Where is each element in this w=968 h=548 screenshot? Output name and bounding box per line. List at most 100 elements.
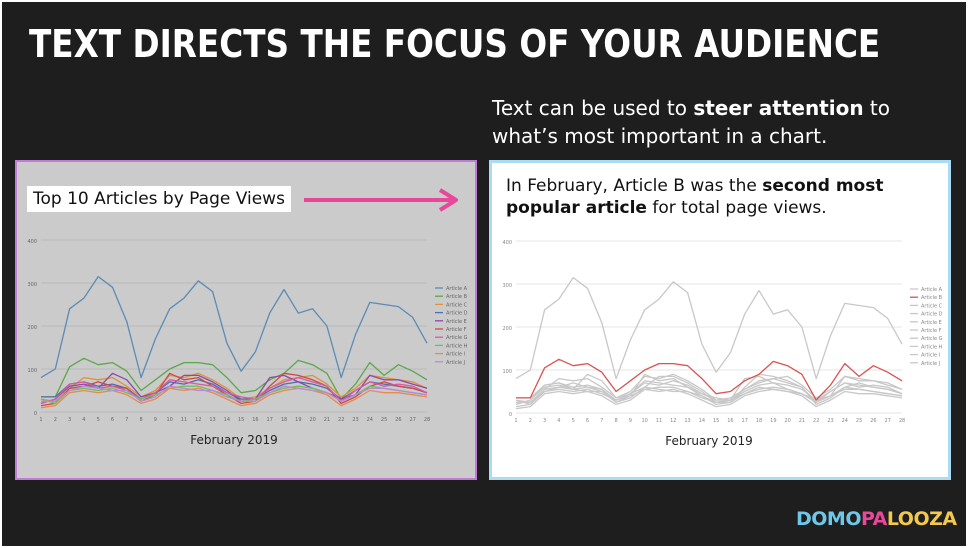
x-tick-label: 1 bbox=[514, 418, 517, 424]
logo-part-2: PA bbox=[860, 508, 887, 530]
x-tick-label: 2 bbox=[529, 418, 532, 424]
x-tick-label: 15 bbox=[238, 417, 244, 423]
x-tick-label: 7 bbox=[125, 417, 128, 423]
x-tick-label: 28 bbox=[424, 417, 430, 423]
legend-label: Article A bbox=[921, 287, 943, 293]
y-tick-label: 100 bbox=[27, 368, 37, 374]
legend-label: Article D bbox=[921, 312, 943, 318]
x-tick-label: 19 bbox=[770, 418, 776, 424]
x-tick-label: 3 bbox=[68, 417, 71, 423]
x-tick-label: 21 bbox=[324, 417, 330, 423]
series-line bbox=[516, 386, 903, 403]
x-tick-label: 21 bbox=[799, 418, 805, 424]
caption-text-1: In February, Article B was the bbox=[506, 176, 763, 196]
series-line bbox=[515, 373, 903, 406]
x-tick-label: 11 bbox=[656, 418, 662, 424]
x-tick-label: 27 bbox=[410, 417, 416, 423]
x-tick-label: 27 bbox=[885, 418, 891, 424]
legend-label: Article H bbox=[446, 343, 468, 349]
legend-label: Article J bbox=[921, 361, 940, 367]
x-tick-label: 19 bbox=[295, 417, 301, 423]
series-line bbox=[515, 276, 903, 380]
series-line bbox=[41, 357, 428, 400]
legend-label: Article C bbox=[921, 303, 943, 309]
x-tick-label: 4 bbox=[82, 417, 85, 423]
x-tick-label: 24 bbox=[367, 417, 373, 423]
x-tick-label: 10 bbox=[166, 417, 172, 423]
subtitle-bold: steer attention bbox=[693, 96, 864, 120]
legend-label: Article F bbox=[921, 328, 942, 334]
x-tick-label: 17 bbox=[267, 417, 273, 423]
x-tick-label: 18 bbox=[756, 418, 762, 424]
y-tick-label: 300 bbox=[502, 283, 512, 289]
x-tick-label: 20 bbox=[784, 418, 790, 424]
legend-label: Article B bbox=[446, 294, 468, 300]
x-tick-label: 5 bbox=[97, 417, 100, 423]
legend-label: Article J bbox=[446, 360, 465, 366]
x-tick-label: 3 bbox=[543, 418, 546, 424]
x-tick-label: 8 bbox=[614, 418, 617, 424]
x-axis-label: February 2019 bbox=[190, 433, 278, 447]
x-tick-label: 25 bbox=[381, 417, 387, 423]
x-tick-label: 26 bbox=[395, 417, 401, 423]
x-tick-label: 6 bbox=[586, 418, 589, 424]
x-tick-label: 25 bbox=[856, 418, 862, 424]
legend-label: Article H bbox=[921, 344, 943, 350]
x-tick-label: 10 bbox=[641, 418, 647, 424]
x-tick-label: 6 bbox=[111, 417, 114, 423]
legend-label: Article G bbox=[446, 335, 468, 341]
slide-subtitle: Text can be used to steer attention to w… bbox=[492, 94, 952, 150]
series-line bbox=[515, 373, 903, 403]
x-tick-label: 4 bbox=[557, 418, 560, 424]
domopalooza-logo: DOMOPALOOZA bbox=[796, 508, 957, 530]
legend-label: Article C bbox=[446, 302, 468, 308]
y-tick-label: 100 bbox=[502, 369, 512, 375]
x-tick-label: 14 bbox=[699, 418, 705, 424]
caption-text-2: for total page views. bbox=[646, 198, 827, 218]
legend-label: Article G bbox=[921, 336, 943, 342]
series-line bbox=[515, 388, 903, 410]
x-tick-label: 16 bbox=[252, 417, 258, 423]
subtitle-text-1: Text can be used to bbox=[492, 96, 694, 120]
x-tick-label: 13 bbox=[209, 417, 215, 423]
x-tick-label: 12 bbox=[670, 418, 676, 424]
x-tick-label: 15 bbox=[713, 418, 719, 424]
x-tick-label: 22 bbox=[813, 418, 819, 424]
y-tick-label: 200 bbox=[27, 325, 37, 331]
left-chart-title: Top 10 Articles by Page Views bbox=[27, 186, 291, 212]
legend-label: Article E bbox=[921, 320, 942, 326]
x-axis-label: February 2019 bbox=[665, 434, 753, 448]
x-tick-label: 8 bbox=[139, 417, 142, 423]
series-line bbox=[40, 387, 428, 409]
right-chart-panel: 0 100 200 300 400 1 2 3 4 5 6 7 8 9 10 11 12 13 14 15 16 17 18… bbox=[489, 160, 951, 480]
x-tick-label: 2 bbox=[54, 417, 57, 423]
y-tick-label: 0 bbox=[509, 412, 512, 418]
legend-label: Article F bbox=[446, 327, 467, 333]
x-tick-label: 7 bbox=[600, 418, 603, 424]
x-tick-label: 13 bbox=[684, 418, 690, 424]
arrow-icon bbox=[304, 188, 458, 212]
series-line bbox=[515, 377, 903, 406]
y-tick-label: 400 bbox=[27, 239, 37, 245]
legend-label: Article B bbox=[921, 295, 943, 301]
x-tick-label: 28 bbox=[899, 418, 905, 424]
x-tick-label: 5 bbox=[572, 418, 575, 424]
subtitle-text-3: what’s most important in a chart. bbox=[492, 124, 828, 148]
x-tick-label: 18 bbox=[281, 417, 287, 423]
x-tick-label: 9 bbox=[629, 418, 632, 424]
series-line bbox=[40, 275, 428, 379]
x-tick-label: 9 bbox=[154, 417, 157, 423]
x-tick-label: 22 bbox=[338, 417, 344, 423]
logo-part-3: LOOZA bbox=[886, 508, 957, 530]
x-tick-label: 17 bbox=[742, 418, 748, 424]
x-tick-label: 14 bbox=[224, 417, 230, 423]
legend-label: Article I bbox=[921, 353, 940, 359]
left-chart-panel: 0 100 200 300 400 1 2 3 4 5 6 7 8 9 10 11 12 13 14 15 16 17 18… bbox=[15, 160, 477, 480]
y-tick-label: 400 bbox=[502, 240, 512, 246]
series-line bbox=[40, 372, 428, 402]
right-chart-caption: In February, Article B was the second mo… bbox=[506, 175, 926, 219]
logo-part-1: DOMO bbox=[796, 508, 861, 530]
y-tick-label: 200 bbox=[502, 326, 512, 332]
